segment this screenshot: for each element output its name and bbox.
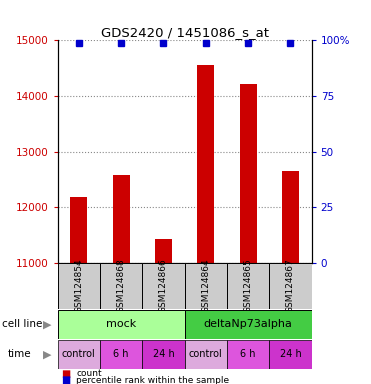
Text: ■: ■ — [61, 375, 70, 384]
Text: ▶: ▶ — [43, 319, 52, 329]
Bar — [185, 310, 312, 339]
Bar — [58, 340, 100, 369]
Text: 24 h: 24 h — [152, 349, 174, 359]
Bar — [142, 340, 185, 369]
Text: control: control — [62, 349, 96, 359]
Bar — [58, 263, 100, 309]
Bar — [185, 340, 227, 369]
Text: GSM124866: GSM124866 — [159, 259, 168, 313]
Text: cell line: cell line — [2, 319, 42, 329]
Bar — [155, 239, 172, 263]
Bar — [269, 263, 312, 309]
Bar — [142, 263, 185, 309]
Bar — [197, 65, 214, 263]
Bar — [58, 310, 185, 339]
Text: 6 h: 6 h — [240, 349, 256, 359]
Bar — [227, 340, 269, 369]
Text: count: count — [76, 369, 102, 378]
Text: 24 h: 24 h — [280, 349, 301, 359]
Text: mock: mock — [106, 319, 136, 329]
Text: ■: ■ — [61, 369, 70, 379]
Bar — [100, 340, 142, 369]
Bar — [70, 197, 87, 263]
Text: GSM124864: GSM124864 — [201, 259, 210, 313]
Bar — [185, 263, 227, 309]
Text: 6 h: 6 h — [113, 349, 129, 359]
Bar — [100, 263, 142, 309]
Text: GSM124867: GSM124867 — [286, 259, 295, 313]
Title: GDS2420 / 1451086_s_at: GDS2420 / 1451086_s_at — [101, 26, 269, 39]
Text: control: control — [189, 349, 223, 359]
Text: GSM124868: GSM124868 — [116, 259, 125, 313]
Bar — [227, 263, 269, 309]
Text: GSM124854: GSM124854 — [74, 259, 83, 313]
Text: GSM124865: GSM124865 — [244, 259, 253, 313]
Text: time: time — [7, 349, 31, 359]
Bar — [112, 175, 129, 263]
Text: deltaNp73alpha: deltaNp73alpha — [204, 319, 293, 329]
Text: ▶: ▶ — [43, 349, 52, 359]
Bar — [240, 84, 257, 263]
Bar — [269, 340, 312, 369]
Text: percentile rank within the sample: percentile rank within the sample — [76, 376, 229, 384]
Bar — [282, 171, 299, 263]
